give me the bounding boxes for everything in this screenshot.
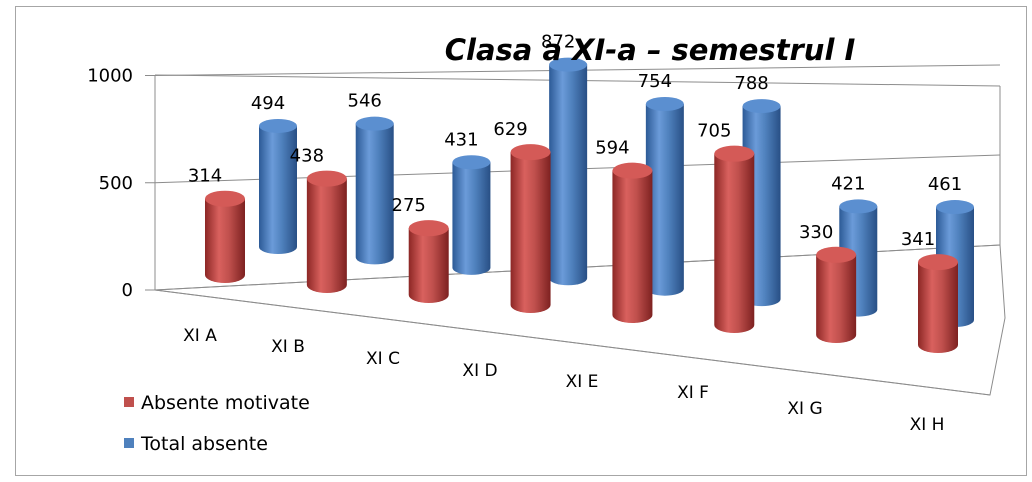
data-label-absente-motivate-xi-b: 438 <box>290 146 324 167</box>
bar-absente-motivate-xi-b <box>306 170 347 293</box>
x-tick-label-xi-c: XI C <box>366 349 400 369</box>
y-tick-label: 500 <box>99 173 133 194</box>
chart-bars <box>205 57 974 353</box>
x-axis-line <box>154 289 991 396</box>
bar-total-absente-xi-e-cap <box>645 96 684 111</box>
bar-absente-motivate-xi-g <box>816 246 857 343</box>
bar-absente-motivate-xi-g-cap <box>816 246 857 263</box>
data-label-total-absente-xi-b: 546 <box>348 91 382 112</box>
x-tick-label-xi-g: XI G <box>787 399 822 419</box>
chart-data-labels: 494 546 431 872 754 788 421 461 314 438 275 629 594 7… <box>188 32 962 250</box>
bar-total-absente-xi-b-body <box>355 123 394 265</box>
bar-total-absente-xi-f-cap <box>742 99 781 114</box>
chart-title: Clasa a XI-a – semestrul I <box>445 33 856 67</box>
bar-absente-motivate-xi-c-cap <box>408 220 449 237</box>
data-label-absente-motivate-xi-f: 705 <box>697 121 731 142</box>
bar-total-absente-xi-a <box>259 118 297 254</box>
bar-total-absente-xi-b <box>355 116 394 265</box>
x-tick-label-xi-d: XI D <box>462 361 497 381</box>
data-label-absente-motivate-xi-d: 629 <box>493 119 527 140</box>
legend-label-total-absente: Total absente <box>140 433 268 455</box>
bar-absente-motivate-xi-c-body <box>408 228 449 303</box>
bar-absente-motivate-xi-f-body <box>714 153 755 333</box>
bar-absente-motivate-xi-d-cap <box>510 144 551 161</box>
bar-total-absente-xi-g-cap <box>839 199 878 214</box>
bar-total-absente-xi-c-cap <box>452 155 491 170</box>
legend-swatch-absente-motivate <box>124 397 134 407</box>
x-tick-label-xi-a: XI A <box>183 326 217 346</box>
data-label-total-absente-xi-a: 494 <box>251 93 285 114</box>
bar-absente-motivate-xi-d-body <box>510 152 551 313</box>
bar-absente-motivate-xi-h-cap <box>918 254 958 271</box>
bar-absente-motivate-xi-c <box>408 220 449 303</box>
data-label-total-absente-xi-g: 421 <box>831 173 865 194</box>
bar-total-absente-xi-a-cap <box>259 118 297 133</box>
x-tick-label-xi-b: XI B <box>271 337 305 357</box>
bar-absente-motivate-xi-e-cap <box>612 162 653 179</box>
bar-absente-motivate-xi-d <box>510 144 551 313</box>
x-tick-label-xi-h: XI H <box>910 415 945 435</box>
bar-absente-motivate-xi-h-body <box>918 262 958 353</box>
bar-absente-motivate-xi-g-body <box>816 254 857 343</box>
bar-absente-motivate-xi-a-cap <box>205 190 245 207</box>
bar-total-absente-xi-d <box>549 57 588 286</box>
bar-total-absente-xi-a-body <box>259 125 297 254</box>
bar-total-absente-xi-e-body <box>645 103 684 296</box>
legend-label-absente-motivate: Absente motivate <box>141 392 310 414</box>
bar-absente-motivate-xi-e <box>612 162 653 323</box>
x-tick-label-xi-f: XI F <box>677 383 709 403</box>
bar-absente-motivate-xi-a <box>205 190 245 283</box>
data-label-absente-motivate-xi-e: 594 <box>595 138 629 159</box>
chart-axes: 0 500 1000 XI A XI B XI C XI D XI E XI F XI G XI H <box>87 66 991 435</box>
data-label-absente-motivate-xi-g: 330 <box>799 222 833 243</box>
data-label-absente-motivate-xi-c: 275 <box>392 195 426 216</box>
legend: Absente motivate Total absente <box>124 392 310 455</box>
data-label-total-absente-xi-d: 872 <box>541 32 575 53</box>
bar-total-absente-xi-b-cap <box>355 116 394 131</box>
data-label-absente-motivate-xi-h: 341 <box>901 229 935 250</box>
bar-absente-motivate-xi-f <box>714 145 755 333</box>
bar-total-absente-xi-d-cap <box>549 57 588 72</box>
data-label-absente-motivate-xi-a: 314 <box>188 166 222 187</box>
y-tick-label: 0 <box>122 280 133 301</box>
bar-absente-motivate-xi-b-body <box>306 178 347 293</box>
bar-absente-motivate-xi-f-cap <box>714 145 755 162</box>
bar-total-absente-xi-e <box>645 96 684 296</box>
data-label-total-absente-xi-c: 431 <box>444 129 478 150</box>
bar-total-absente-xi-c <box>452 155 491 275</box>
data-label-total-absente-xi-e: 754 <box>638 71 672 92</box>
y-tick-label: 1000 <box>87 66 133 87</box>
bar-absente-motivate-xi-a-body <box>205 198 245 283</box>
data-label-total-absente-xi-f: 788 <box>734 73 768 94</box>
bar-total-absente-xi-h-cap <box>936 200 974 215</box>
bar-absente-motivate-xi-e-body <box>612 170 653 323</box>
data-label-total-absente-xi-h: 461 <box>928 174 962 195</box>
legend-swatch-total-absente <box>124 438 134 448</box>
bar-total-absente-xi-c-body <box>452 162 491 275</box>
bar-total-absente-xi-d-body <box>549 64 588 286</box>
x-tick-label-xi-e: XI E <box>566 372 599 392</box>
bar-absente-motivate-xi-h <box>918 254 958 353</box>
bar-absente-motivate-xi-b-cap <box>306 170 347 187</box>
